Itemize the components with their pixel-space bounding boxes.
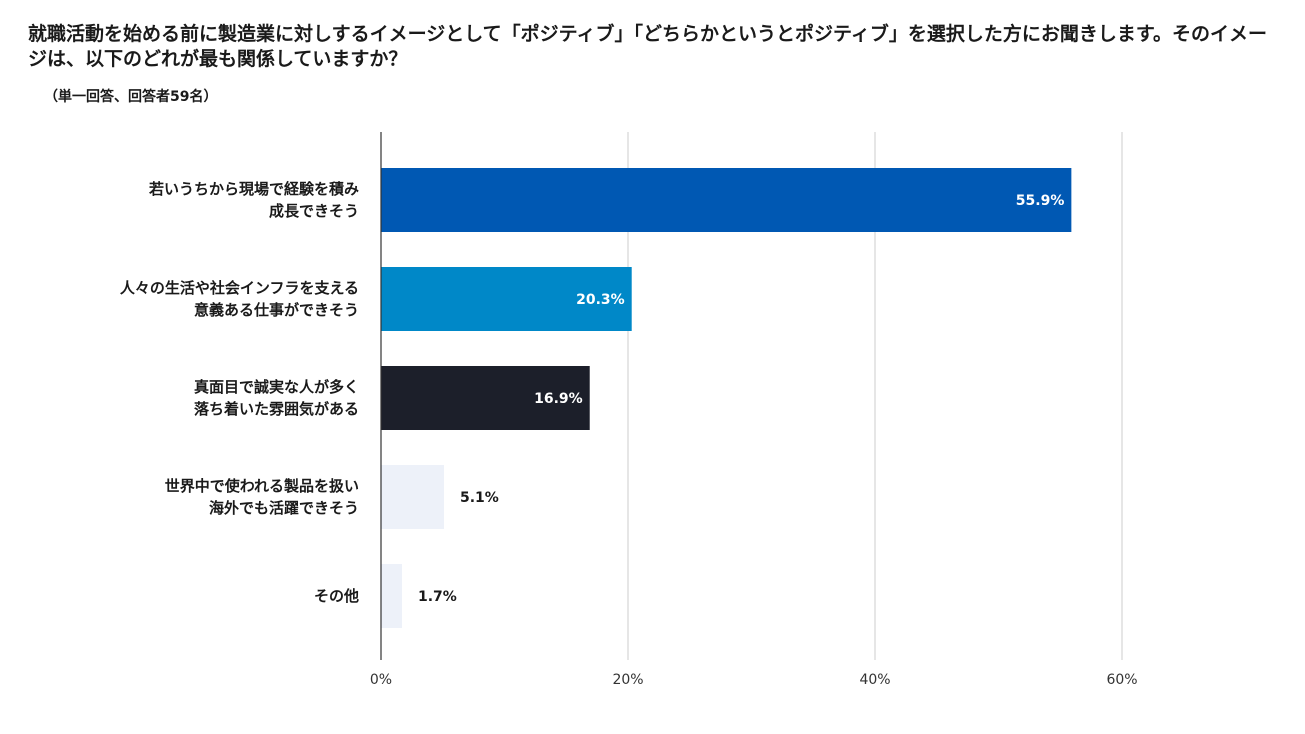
- category-label: 人々の生活や社会インフラを支える: [120, 279, 359, 297]
- x-tick-label: 20%: [612, 672, 643, 688]
- category-label: 成長できそう: [269, 202, 359, 220]
- category-label: 若いうちから現場で経験を積み: [148, 180, 359, 198]
- category-label: 海外でも活躍できそう: [209, 499, 359, 517]
- category-label: 世界中で使われる製品を扱い: [165, 477, 359, 495]
- data-label: 1.7%: [418, 589, 457, 605]
- data-label: 16.9%: [534, 391, 583, 407]
- data-label: 5.1%: [460, 490, 499, 506]
- bar: [381, 465, 444, 529]
- data-label: 20.3%: [576, 292, 625, 308]
- x-tick-label: 40%: [859, 672, 890, 688]
- category-label: その他: [314, 587, 359, 605]
- category-label: 落ち着いた雰囲気がある: [194, 400, 359, 418]
- bar: [381, 366, 590, 430]
- bar: [381, 168, 1072, 232]
- data-label: 55.9%: [1016, 193, 1065, 209]
- x-tick-label: 0%: [370, 672, 392, 688]
- bar: [381, 564, 402, 628]
- category-label: 意義ある仕事ができそう: [194, 301, 359, 319]
- bar: [381, 267, 632, 331]
- chart-title: 就職活動を始める前に製造業に対しするイメージとして「ポジティブ」「どちらかという…: [28, 23, 1267, 70]
- x-tick-label: 60%: [1106, 672, 1137, 688]
- category-label: 真面目で誠実な人が多く: [194, 378, 359, 396]
- chart-subtitle: （単一回答、回答者59名）: [44, 89, 218, 105]
